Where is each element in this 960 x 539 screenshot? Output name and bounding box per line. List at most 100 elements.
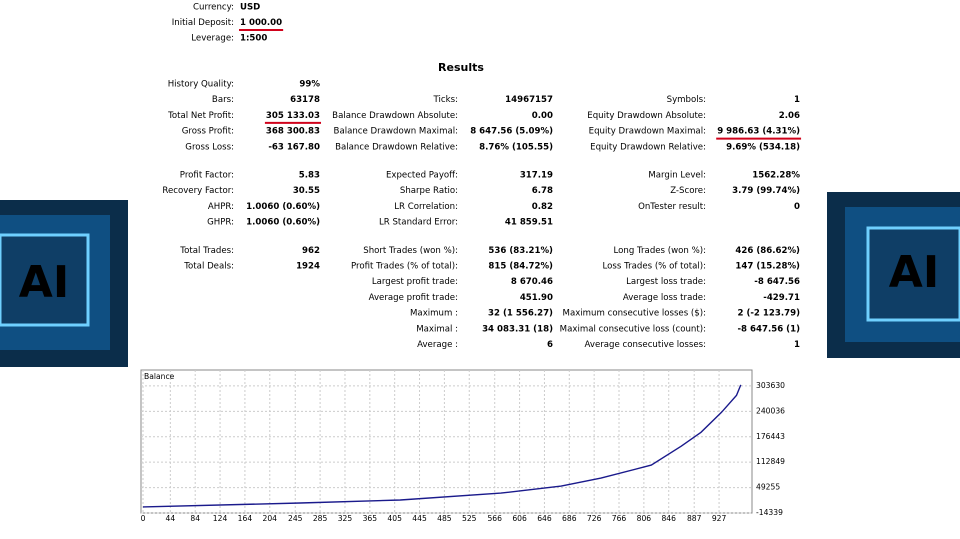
ai-image <box>0 200 128 367</box>
stat-value: 1.0060 (0.60%) <box>246 218 320 228</box>
x-tick-label: 325 <box>338 514 353 523</box>
y-tick-label: 49255 <box>756 483 780 492</box>
x-tick-label: 927 <box>712 514 727 523</box>
stat-value: 0 <box>794 202 800 212</box>
x-tick-label: 124 <box>213 514 228 523</box>
stat-label: Equity Drawdown Absolute: <box>587 111 706 121</box>
stat-label: Average loss trade: <box>623 293 706 303</box>
stat-label: Average profit trade: <box>369 293 458 303</box>
header-value: USD <box>240 3 260 13</box>
stat-value: -8 647.56 <box>754 277 800 287</box>
stat-value: 1 <box>794 340 800 350</box>
x-tick-label: 0 <box>141 514 146 523</box>
stat-value: 14967157 <box>505 95 553 105</box>
stat-value: 2 (-2 123.79) <box>737 309 800 319</box>
stat-value: 8.76% (105.55) <box>479 142 553 152</box>
stat-value: 305 133.03 <box>266 111 320 121</box>
header-label: Leverage: <box>191 34 234 44</box>
stat-value: -63 167.80 <box>268 142 320 152</box>
stat-label: Long Trades (won %): <box>614 246 707 256</box>
results-title: Results <box>438 61 484 74</box>
stat-label: Maximum : <box>410 309 458 319</box>
stat-value: 3.79 (99.74%) <box>732 186 800 196</box>
stat-value: 317.19 <box>520 171 553 181</box>
stat-label: History Quality: <box>168 80 234 90</box>
x-tick-label: 606 <box>512 514 527 523</box>
x-tick-label: 846 <box>661 514 676 523</box>
y-tick-label: 240036 <box>756 406 785 415</box>
stat-value: 451.90 <box>520 293 553 303</box>
x-tick-label: 686 <box>562 514 577 523</box>
stat-label: Balance Drawdown Absolute: <box>332 111 458 121</box>
stat-value: 2.06 <box>779 111 800 121</box>
stat-value: 5.83 <box>299 171 320 181</box>
stat-label: Largest profit trade: <box>372 277 458 287</box>
stat-label: Balance Drawdown Maximal: <box>334 127 458 137</box>
stat-label: Equity Drawdown Relative: <box>590 142 706 152</box>
x-tick-label: 285 <box>313 514 328 523</box>
stat-label: Equity Drawdown Maximal: <box>589 127 706 137</box>
stat-value: 9 986.63 (4.31%) <box>717 127 800 137</box>
stat-value: 536 (83.21%) <box>488 246 553 256</box>
stat-value: -429.71 <box>763 293 800 303</box>
stat-label: Sharpe Ratio: <box>400 186 458 196</box>
stat-value: 63178 <box>290 95 320 105</box>
stat-value: 9.69% (534.18) <box>726 142 800 152</box>
x-tick-label: 365 <box>363 514 378 523</box>
stat-value: 32 (1 556.27) <box>488 309 553 319</box>
stat-label: Recovery Factor: <box>162 186 234 196</box>
x-tick-label: 646 <box>537 514 552 523</box>
stat-label: Profit Factor: <box>180 171 234 181</box>
stat-value: 41 859.51 <box>505 218 553 228</box>
x-tick-label: 84 <box>190 514 200 523</box>
legend-label: Balance <box>144 372 175 381</box>
x-tick-label: 405 <box>387 514 402 523</box>
stat-label: Ticks: <box>433 95 458 105</box>
stat-label: Largest loss trade: <box>626 277 706 287</box>
y-tick-label: -14339 <box>756 508 783 517</box>
x-tick-label: 726 <box>587 514 602 523</box>
stat-value: 0.00 <box>532 111 553 121</box>
x-tick-label: 806 <box>637 514 652 523</box>
stat-label: Average consecutive losses: <box>584 340 706 350</box>
x-tick-label: 766 <box>612 514 627 523</box>
image-text: AI <box>889 247 939 298</box>
stat-value: 6 <box>547 340 553 350</box>
x-tick-label: 566 <box>487 514 502 523</box>
x-tick-label: 887 <box>687 514 702 523</box>
x-tick-label: 245 <box>288 514 303 523</box>
stat-label: Maximum consecutive losses ($): <box>563 309 706 319</box>
stat-label: GHPR: <box>207 218 234 228</box>
stat-value: 147 (15.28%) <box>735 262 800 272</box>
stat-label: Short Trades (won %): <box>363 246 458 256</box>
stat-value: 8 647.56 (5.09%) <box>470 127 553 137</box>
y-tick-label: 112849 <box>756 457 785 466</box>
stat-label: Gross Loss: <box>185 142 234 152</box>
stat-label: Total Net Profit: <box>167 111 234 121</box>
stat-value: 1924 <box>296 262 320 272</box>
stat-label: Gross Profit: <box>182 127 234 137</box>
stat-label: LR Standard Error: <box>379 218 458 228</box>
x-tick-label: 445 <box>412 514 427 523</box>
header-value: 1:500 <box>240 34 267 44</box>
stat-value: 426 (86.62%) <box>735 246 800 256</box>
stat-value: 8 670.46 <box>511 277 553 287</box>
stat-label: Total Trades: <box>179 246 234 256</box>
balance-line <box>142 384 742 508</box>
stat-label: Total Deals: <box>183 262 234 272</box>
stat-label: AHPR: <box>208 202 234 212</box>
x-tick-label: 485 <box>437 514 452 523</box>
stat-value: 30.55 <box>293 186 320 196</box>
stat-label: Average : <box>417 340 458 350</box>
stat-label: Z-Score: <box>670 186 706 196</box>
header-label: Initial Deposit: <box>172 18 234 28</box>
x-tick-label: 44 <box>166 514 176 523</box>
y-tick-label: 303630 <box>756 381 785 390</box>
stat-label: Balance Drawdown Relative: <box>335 142 458 152</box>
stat-label: OnTester result: <box>638 202 706 212</box>
header-label: Currency: <box>193 3 234 13</box>
stat-value: 6.78 <box>532 186 553 196</box>
stat-value: 34 083.31 (18) <box>482 324 553 334</box>
